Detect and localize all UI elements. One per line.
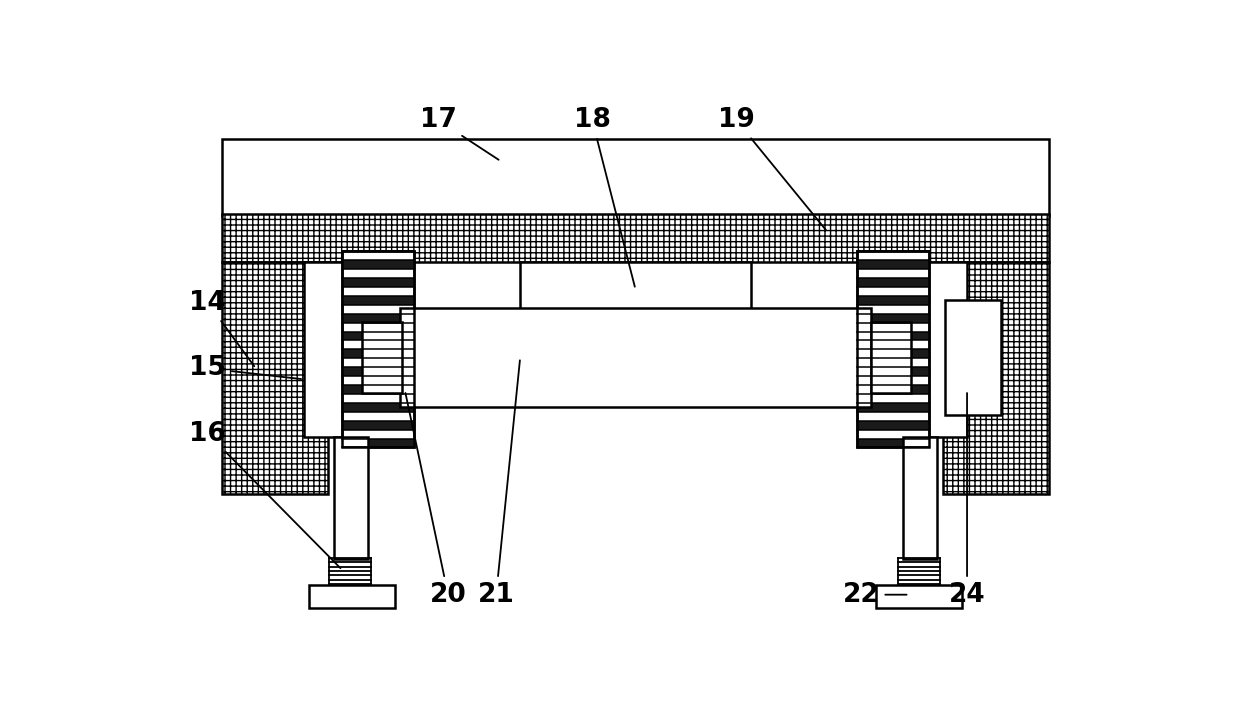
Text: 22: 22: [843, 582, 906, 607]
Bar: [362, 322, 402, 393]
Text: 19: 19: [718, 108, 826, 230]
Bar: [304, 262, 367, 437]
Bar: [857, 251, 929, 447]
Text: 18: 18: [574, 108, 635, 287]
Bar: [342, 438, 414, 447]
Bar: [342, 314, 414, 323]
Bar: [857, 296, 929, 304]
Bar: [857, 438, 929, 447]
Bar: [857, 260, 929, 269]
Bar: [857, 314, 929, 323]
Bar: [342, 421, 414, 430]
Bar: [401, 309, 870, 406]
Bar: [222, 214, 1049, 262]
Bar: [222, 139, 1049, 216]
Bar: [870, 322, 911, 393]
Text: 16: 16: [190, 421, 341, 569]
Text: 21: 21: [477, 360, 520, 607]
Text: 14: 14: [190, 290, 254, 366]
Text: 24: 24: [949, 393, 986, 607]
Bar: [342, 296, 414, 304]
Bar: [945, 300, 1001, 415]
Bar: [942, 262, 1049, 494]
Text: 20: 20: [405, 393, 466, 607]
Bar: [222, 262, 327, 494]
Bar: [334, 437, 368, 559]
Bar: [342, 278, 414, 287]
Bar: [342, 403, 414, 412]
Bar: [342, 251, 414, 447]
Bar: [342, 349, 414, 358]
Bar: [903, 437, 937, 559]
Bar: [342, 331, 414, 341]
Bar: [342, 260, 414, 269]
Text: 17: 17: [420, 108, 498, 160]
Bar: [857, 385, 929, 394]
Bar: [309, 586, 396, 608]
Bar: [342, 251, 414, 447]
Bar: [857, 403, 929, 412]
Bar: [342, 367, 414, 376]
Bar: [554, 315, 717, 352]
Bar: [342, 385, 414, 394]
Bar: [857, 251, 929, 447]
Bar: [857, 331, 929, 341]
Bar: [905, 262, 967, 437]
Bar: [857, 367, 929, 376]
Bar: [875, 586, 962, 608]
Bar: [521, 262, 751, 316]
Text: 15: 15: [190, 355, 301, 382]
Bar: [857, 349, 929, 358]
Bar: [857, 421, 929, 430]
Bar: [857, 278, 929, 287]
